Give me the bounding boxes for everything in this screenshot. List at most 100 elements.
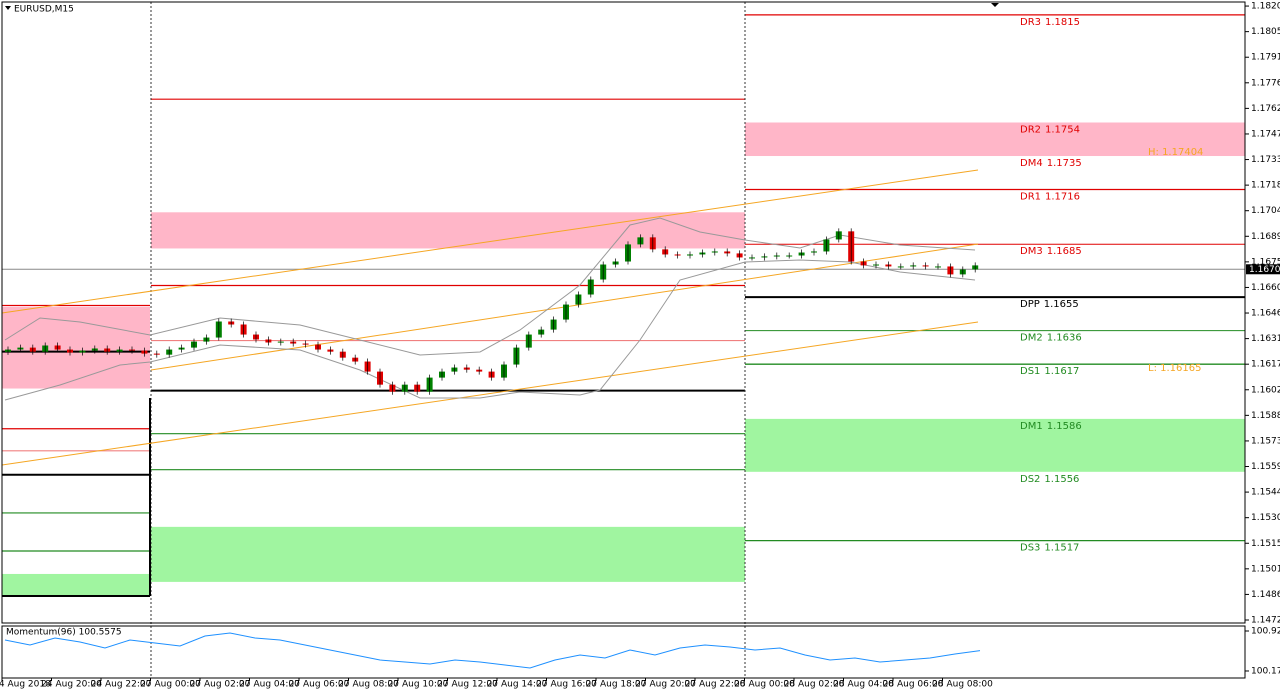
y-tick-label: 1.15445 bbox=[1251, 488, 1280, 498]
y-tick-label: 1.17475 bbox=[1251, 129, 1280, 139]
zone bbox=[2, 306, 150, 389]
y-tick-label: 1.15300 bbox=[1251, 513, 1280, 523]
level-value: 1.1735 bbox=[1047, 158, 1082, 169]
level-label: DM1 1.1586 bbox=[1020, 421, 1082, 432]
level-label: DR2 1.1754 bbox=[1020, 124, 1080, 135]
y-tick-label: 1.17185 bbox=[1251, 181, 1280, 191]
zone bbox=[151, 526, 745, 582]
level-name: DM4 bbox=[1020, 158, 1043, 169]
level-value: 1.1617 bbox=[1044, 366, 1079, 377]
y-tick-label: 1.16170 bbox=[1251, 360, 1280, 370]
level-name: DS2 bbox=[1020, 474, 1040, 485]
level-label: DR3 1.1815 bbox=[1020, 17, 1080, 28]
zone bbox=[2, 573, 150, 597]
trend-line bbox=[1, 321, 979, 466]
y-tick-label: 1.17910 bbox=[1251, 53, 1280, 63]
y-tick-label: 1.16315 bbox=[1251, 334, 1280, 344]
momentum-label: Momentum(96) 100.5575 bbox=[6, 628, 122, 638]
x-tick-label: 27 Aug 22:00 bbox=[685, 680, 746, 690]
y-tick-label: 100.9285 bbox=[1251, 627, 1280, 637]
level-name: DPP bbox=[1020, 299, 1040, 310]
level-label: DS3 1.1517 bbox=[1020, 543, 1079, 554]
plot-frame bbox=[1, 1, 1246, 624]
bollinger-band bbox=[4, 217, 976, 356]
current-price-label: 1.16708 bbox=[1249, 265, 1280, 275]
y-tick-label: 1.16025 bbox=[1251, 385, 1280, 395]
x-tick-label: 27 Aug 04:00 bbox=[239, 680, 300, 690]
x-tick-label: 27 Aug 14:00 bbox=[487, 680, 548, 690]
x-tick-label: 24 Aug 20:00 bbox=[41, 680, 102, 690]
x-tick-label: 24 Aug 2018 bbox=[0, 680, 51, 690]
trend-line bbox=[1, 169, 979, 314]
y-tick-label: 1.14865 bbox=[1251, 590, 1280, 600]
x-tick-label: 28 Aug 04:00 bbox=[833, 680, 894, 690]
level-value: 1.1655 bbox=[1044, 299, 1079, 310]
menu-arrow bbox=[5, 6, 11, 10]
level-name: DS1 bbox=[1020, 366, 1040, 377]
level-name: DS3 bbox=[1020, 543, 1040, 554]
level-value: 1.1517 bbox=[1044, 543, 1079, 554]
level-value: 1.1586 bbox=[1047, 421, 1082, 432]
zone bbox=[151, 212, 745, 249]
y-tick-label: 1.15590 bbox=[1251, 462, 1280, 472]
x-tick-label: 27 Aug 18:00 bbox=[586, 680, 647, 690]
level-name: DR1 bbox=[1020, 192, 1041, 203]
y-tick-label: 1.16750 bbox=[1251, 257, 1280, 267]
level-label: DS1 1.1617 bbox=[1020, 366, 1079, 377]
x-tick-label: 28 Aug 00:00 bbox=[734, 680, 795, 690]
level-label: DM3 1.1685 bbox=[1020, 246, 1082, 257]
level-label: DR1 1.1716 bbox=[1020, 192, 1080, 203]
level-name: DM3 bbox=[1020, 246, 1043, 257]
level-value: 1.1636 bbox=[1047, 333, 1082, 344]
x-tick-label: 28 Aug 02:00 bbox=[784, 680, 845, 690]
level-value: 1.1815 bbox=[1045, 17, 1080, 28]
level-value: 1.1685 bbox=[1047, 246, 1082, 257]
y-tick-label: 1.17330 bbox=[1251, 155, 1280, 165]
level-label: DM2 1.1636 bbox=[1020, 333, 1082, 344]
level-label: DPP 1.1655 bbox=[1020, 299, 1079, 310]
y-tick-label: 1.16460 bbox=[1251, 309, 1280, 319]
x-tick-label: 27 Aug 12:00 bbox=[437, 680, 498, 690]
y-tick-label: 1.14720 bbox=[1251, 616, 1280, 626]
x-tick-label: 27 Aug 02:00 bbox=[190, 680, 251, 690]
x-tick-label: 27 Aug 00:00 bbox=[140, 680, 201, 690]
zone bbox=[745, 418, 1245, 472]
y-tick-label: 1.18055 bbox=[1251, 27, 1280, 37]
x-tick-label: 24 Aug 22:00 bbox=[91, 680, 152, 690]
x-tick-label: 27 Aug 20:00 bbox=[635, 680, 696, 690]
x-tick-label: 27 Aug 10:00 bbox=[388, 680, 449, 690]
y-tick-label: 1.15880 bbox=[1251, 411, 1280, 421]
y-tick-label: 1.17620 bbox=[1251, 104, 1280, 114]
x-tick-label: 27 Aug 16:00 bbox=[536, 680, 597, 690]
zone bbox=[745, 122, 1245, 157]
y-tick-label: 1.15010 bbox=[1251, 564, 1280, 574]
level-name: DM1 bbox=[1020, 421, 1043, 432]
momentum-frame bbox=[1, 625, 1246, 679]
level-name: DR2 bbox=[1020, 124, 1041, 135]
level-name: DM2 bbox=[1020, 333, 1043, 344]
level-value: 1.1754 bbox=[1045, 124, 1080, 135]
y-tick-label: 1.15155 bbox=[1251, 539, 1280, 549]
level-name: DR3 bbox=[1020, 17, 1041, 28]
low-label: L: 1.16165 bbox=[1148, 363, 1201, 374]
high-label: H: 1.17404 bbox=[1148, 147, 1203, 158]
current-price-box bbox=[1246, 264, 1280, 275]
y-tick-label: 1.16605 bbox=[1251, 283, 1280, 293]
y-tick-label: 1.16895 bbox=[1251, 232, 1280, 242]
y-tick-label: 1.18200 bbox=[1251, 2, 1280, 12]
level-value: 1.1716 bbox=[1045, 192, 1080, 203]
level-label: DM4 1.1735 bbox=[1020, 158, 1082, 169]
x-tick-label: 28 Aug 06:00 bbox=[883, 680, 944, 690]
level-value: 1.1556 bbox=[1044, 474, 1079, 485]
y-tick-label: 1.17765 bbox=[1251, 78, 1280, 88]
x-tick-label: 27 Aug 06:00 bbox=[289, 680, 350, 690]
y-tick-label: 1.15735 bbox=[1251, 436, 1280, 446]
x-tick-label: 27 Aug 08:00 bbox=[338, 680, 399, 690]
chart-title: EURUSD,M15 bbox=[14, 5, 74, 15]
y-tick-label: 100.1735 bbox=[1251, 666, 1280, 676]
shift-marker bbox=[991, 3, 999, 7]
momentum-line bbox=[4, 632, 981, 669]
level-label: DS2 1.1556 bbox=[1020, 474, 1079, 485]
y-tick-label: 1.17040 bbox=[1251, 206, 1280, 216]
